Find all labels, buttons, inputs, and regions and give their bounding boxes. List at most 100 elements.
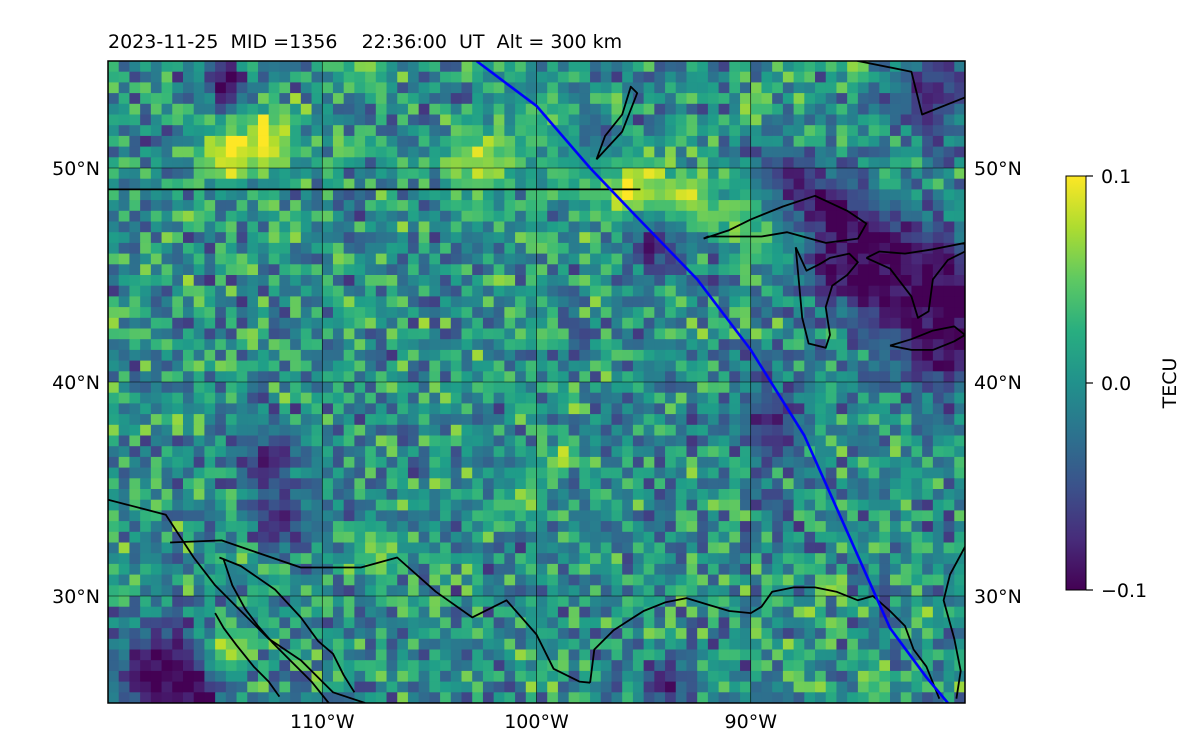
tec-cell <box>536 478 548 490</box>
tec-cell <box>557 563 570 576</box>
tec-cell <box>857 339 870 351</box>
tec-cell <box>729 232 741 244</box>
tec-cell <box>268 349 280 362</box>
tec-cell <box>172 135 184 148</box>
tec-cell <box>204 478 216 490</box>
tec-cell <box>707 317 720 330</box>
tec-cell <box>257 103 270 116</box>
tec-cell <box>557 296 570 308</box>
tec-cell <box>772 446 784 458</box>
tec-cell <box>407 596 420 608</box>
tec-cell <box>740 478 752 490</box>
tec-cell <box>182 71 195 83</box>
tec-cell <box>311 414 323 426</box>
tec-cell <box>440 478 452 490</box>
tec-cell <box>386 660 398 672</box>
tec-cell <box>129 264 141 276</box>
tec-cell <box>707 414 720 426</box>
tec-cell <box>868 681 880 693</box>
tec-cell <box>365 414 377 426</box>
tec-cell <box>429 499 441 511</box>
tec-cell <box>857 542 870 554</box>
tec-cell <box>793 446 805 458</box>
tec-cell <box>504 253 516 265</box>
tec-cell <box>879 478 891 490</box>
tec-cell <box>407 574 420 586</box>
tec-cell <box>890 692 902 703</box>
tec-cell <box>643 553 655 565</box>
tec-cell <box>493 542 505 554</box>
tec-cell <box>954 61 965 73</box>
tec-cell <box>461 574 473 586</box>
tec-cell <box>954 253 965 265</box>
tec-cell <box>204 585 216 597</box>
tec-cell <box>900 210 913 223</box>
tec-cell <box>440 168 452 180</box>
tec-cell <box>836 617 848 629</box>
tec-cell <box>161 275 173 287</box>
tec-cell <box>547 467 559 479</box>
tec-cell <box>890 285 902 297</box>
tec-cell <box>611 628 623 640</box>
tec-cell <box>686 157 698 169</box>
tec-cell <box>943 446 955 458</box>
tec-cell <box>579 521 591 533</box>
tec-cell <box>740 414 752 426</box>
tec-cell <box>150 168 163 180</box>
tec-cell <box>782 328 795 340</box>
tec-cell <box>665 307 677 319</box>
tec-cell <box>450 93 463 105</box>
tec-cell <box>729 403 741 415</box>
tec-cell <box>718 114 730 126</box>
tec-cell <box>857 168 870 180</box>
tec-cell <box>354 553 366 565</box>
tec-cell <box>482 392 495 404</box>
tec-cell <box>204 467 216 479</box>
tec-cell <box>954 339 965 351</box>
tec-cell <box>225 168 238 180</box>
tec-cell <box>868 392 880 404</box>
tec-cell <box>515 403 527 415</box>
tec-cell <box>193 114 206 126</box>
tec-cell <box>215 242 227 255</box>
tec-cell <box>590 681 602 693</box>
tec-cell <box>161 585 173 597</box>
tec-cell <box>847 103 859 116</box>
tec-cell <box>225 563 238 576</box>
tec-cell <box>268 71 280 83</box>
tec-cell <box>825 670 838 683</box>
tec-cell <box>290 328 302 340</box>
tec-cell <box>825 628 838 640</box>
tec-cell <box>279 157 291 169</box>
tec-cell <box>740 489 752 501</box>
tec-cell <box>761 125 773 137</box>
tec-cell <box>311 585 323 597</box>
tec-cell <box>686 360 698 372</box>
tec-cell <box>772 275 784 287</box>
tec-cell <box>857 242 870 255</box>
tec-cell <box>332 617 345 629</box>
tec-cell <box>150 328 163 340</box>
tec-cell <box>579 467 591 479</box>
tec-cell <box>890 638 902 651</box>
tec-cell <box>568 317 580 330</box>
tec-cell <box>815 275 827 287</box>
tec-cell <box>815 371 827 383</box>
tec-cell <box>354 168 366 180</box>
tec-cell <box>836 638 848 651</box>
tec-cell <box>300 424 313 437</box>
tec-cell <box>268 414 280 426</box>
tec-cell <box>290 114 302 126</box>
tec-cell <box>654 424 666 437</box>
tec-cell <box>354 264 366 276</box>
tec-cell <box>825 125 838 137</box>
tec-cell <box>236 275 248 287</box>
tec-cell <box>440 93 452 105</box>
tec-cell <box>772 307 784 319</box>
tec-cell <box>729 93 741 105</box>
tec-cell <box>311 103 323 116</box>
tec-cell <box>547 168 559 180</box>
tec-cell <box>750 221 763 233</box>
tec-cell <box>932 596 945 608</box>
tec-cell <box>129 221 141 233</box>
